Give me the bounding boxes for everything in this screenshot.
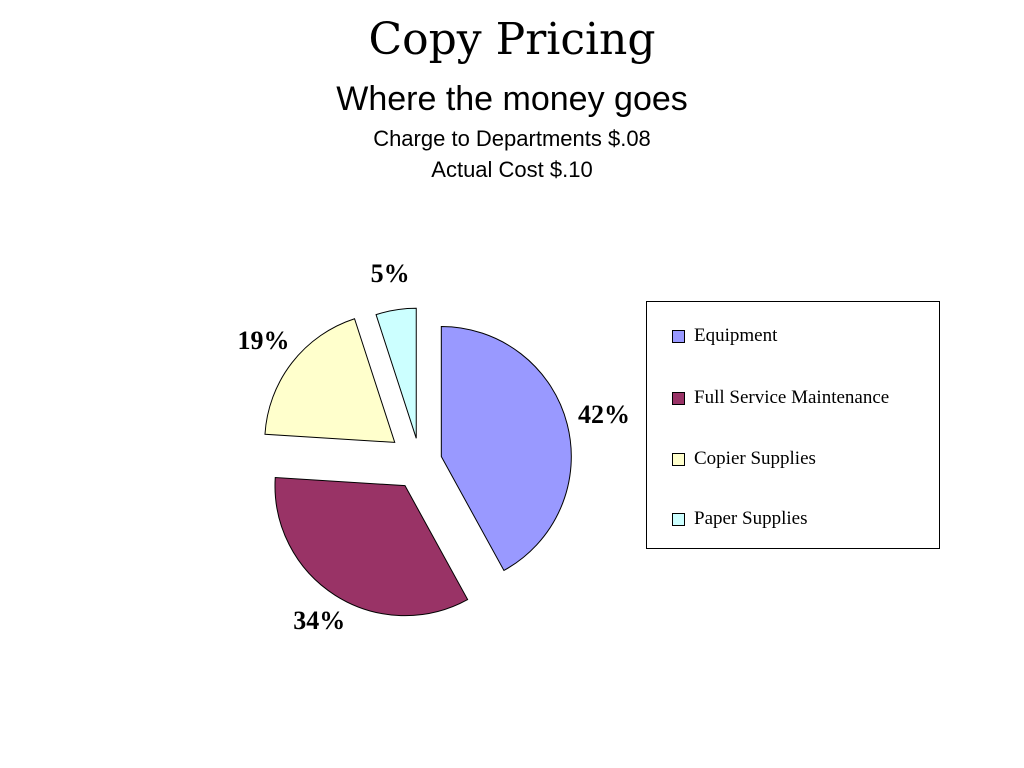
legend-item-copier-supplies: Copier Supplies xyxy=(672,447,816,471)
chart-legend: Equipment Full Service Maintenance Copie… xyxy=(646,301,940,549)
slide-subtitle: Where the money goes xyxy=(336,80,688,118)
legend-swatch-equipment xyxy=(672,329,685,343)
legend-swatch-copier-supplies xyxy=(672,452,685,466)
data-label-equipment: 42% xyxy=(578,400,630,429)
legend-label-full-service-maintenance: Full Service Maintenance xyxy=(694,387,890,408)
data-label-copier-supplies: 19% xyxy=(238,326,290,355)
legend-label-equipment: Equipment xyxy=(694,325,778,346)
pie-slice-equipment xyxy=(440,326,572,572)
legend-item-equipment: Equipment xyxy=(672,324,777,348)
data-label-full-service-maintenance: 34% xyxy=(293,606,345,635)
legend-swatch-full-service-maintenance xyxy=(672,391,685,405)
legend-label-paper-supplies: Paper Supplies xyxy=(694,508,808,529)
legend-item-full-service-maintenance: Full Service Maintenance xyxy=(672,386,889,410)
charge-to-departments-line: Charge to Departments $.08 xyxy=(373,126,651,151)
legend-label-copier-supplies: Copier Supplies xyxy=(694,448,816,469)
slide-title: Copy Pricing xyxy=(368,14,656,65)
data-label-paper-supplies: 5% xyxy=(371,259,410,288)
pie-slice-paper-supplies xyxy=(375,307,417,439)
pie-slice-full-service-maintenance xyxy=(274,476,469,617)
legend-item-paper-supplies: Paper Supplies xyxy=(672,507,807,531)
pie-slice-copier-supplies xyxy=(264,318,396,443)
actual-cost-line: Actual Cost $.10 xyxy=(431,157,593,182)
legend-swatch-paper-supplies xyxy=(672,512,685,526)
